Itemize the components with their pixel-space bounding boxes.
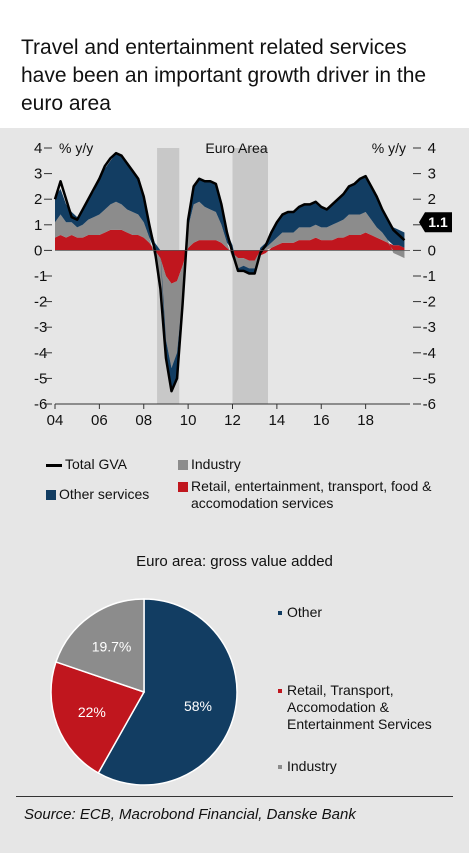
retail-area xyxy=(55,229,405,284)
x-tick-5: 14 xyxy=(269,412,286,428)
pie-legend-other-label: Other xyxy=(287,604,323,620)
pie-label-other: 58% xyxy=(184,698,212,714)
y-tick-left-8: -4 xyxy=(34,345,47,362)
pie-label-industry: 19.7% xyxy=(92,639,132,655)
x-tick-3: 10 xyxy=(180,412,197,428)
y-tick-left-3: 1 xyxy=(34,217,42,234)
y-tick-left-9: -5 xyxy=(34,370,47,387)
x-tick-6: 16 xyxy=(313,412,330,428)
pie-slice-industry xyxy=(55,598,145,694)
y-tick-left-6: -2 xyxy=(34,294,47,311)
recession-band-1 xyxy=(232,148,268,404)
area-legend: Total GVA Industry Other services Retail… xyxy=(0,452,469,522)
x-tick-4: 12 xyxy=(224,412,241,428)
area-chart: 4433221100-1-1-2-2-3-3-4-4-5-5-6-6040608… xyxy=(34,140,452,428)
pie-legend-retail: Retail, Transport, Accomodation & Entert… xyxy=(278,682,448,733)
legend-retail: Retail, entertainment, transport, food &… xyxy=(178,478,438,512)
x-tick-0: 04 xyxy=(47,412,64,428)
y-tick-left-5: -1 xyxy=(34,268,47,285)
legend-other-label: Other services xyxy=(59,486,150,502)
pie-label-retail: 22% xyxy=(78,704,106,720)
pie-legend-retail-label: Retail, Transport, Accomodation & Entert… xyxy=(287,682,432,732)
y-tick-right-6: -2 xyxy=(423,294,436,311)
y-tick-left-4: 0 xyxy=(34,242,42,259)
y-label-right: % y/y xyxy=(372,140,406,156)
y-tick-right-5: -1 xyxy=(423,268,436,285)
legend-industry-label: Industry xyxy=(191,456,241,472)
x-tick-1: 06 xyxy=(91,412,108,428)
legend-other-swatch xyxy=(46,490,56,501)
y-tick-right-2: 2 xyxy=(428,191,436,208)
y-tick-right-9: -5 xyxy=(423,370,436,387)
other-services-area xyxy=(55,153,405,392)
pie-legend-retail-marker xyxy=(278,689,282,693)
pie-title: Euro area: gross value added xyxy=(136,553,333,570)
last-value-label: 1.1 xyxy=(428,214,448,230)
legend-total-swatch xyxy=(46,463,62,467)
y-tick-right-0: 4 xyxy=(428,140,436,157)
y-tick-left-7: -3 xyxy=(34,319,47,336)
pie-slice-other xyxy=(97,598,238,786)
y-tick-left-1: 3 xyxy=(34,166,42,183)
industry-area xyxy=(55,201,405,369)
x-tick-7: 18 xyxy=(357,412,374,428)
y-tick-left-0: 4 xyxy=(34,140,42,157)
title-box: Travel and entertainment related service… xyxy=(0,0,469,128)
source-note: Source: ECB, Macrobond Financial, Danske… xyxy=(24,806,356,823)
pie-slice-retail xyxy=(50,660,146,775)
page-title: Travel and entertainment related service… xyxy=(21,36,427,115)
legend-industry-swatch xyxy=(178,460,188,471)
y-tick-right-1: 3 xyxy=(428,166,436,183)
legend-retail-swatch xyxy=(178,482,188,492)
y-tick-right-8: -4 xyxy=(423,345,436,362)
y-label-left: % y/y xyxy=(59,140,93,156)
legend-total: Total GVA xyxy=(46,456,127,472)
pie-legend-industry-label: Industry xyxy=(287,758,337,774)
y-tick-left-2: 2 xyxy=(34,191,42,208)
pie-legend: Other Retail, Transport, Accomodation & … xyxy=(0,590,469,790)
total-gva-line xyxy=(53,151,406,393)
y-tick-right-4: 0 xyxy=(428,242,436,259)
pie-legend-industry: Industry xyxy=(278,758,337,774)
source-divider xyxy=(16,796,453,797)
pie-legend-other-marker xyxy=(278,611,282,616)
pie-legend-other: Other xyxy=(278,604,322,620)
area-chart-title: Euro Area xyxy=(205,140,267,156)
pie-legend-industry-marker xyxy=(278,765,282,770)
last-value-marker xyxy=(419,212,452,233)
x-tick-2: 08 xyxy=(135,412,152,428)
legend-other: Other services xyxy=(46,486,149,502)
y-tick-right-10: -6 xyxy=(423,396,436,413)
y-tick-right-7: -3 xyxy=(423,319,436,336)
y-tick-left-10: -6 xyxy=(34,396,47,413)
pie-chart: 58% 22% 19.7% xyxy=(50,598,238,786)
legend-retail-label: Retail, entertainment, transport, food &… xyxy=(191,478,432,511)
legend-total-label: Total GVA xyxy=(65,456,127,472)
legend-industry: Industry xyxy=(178,456,241,472)
